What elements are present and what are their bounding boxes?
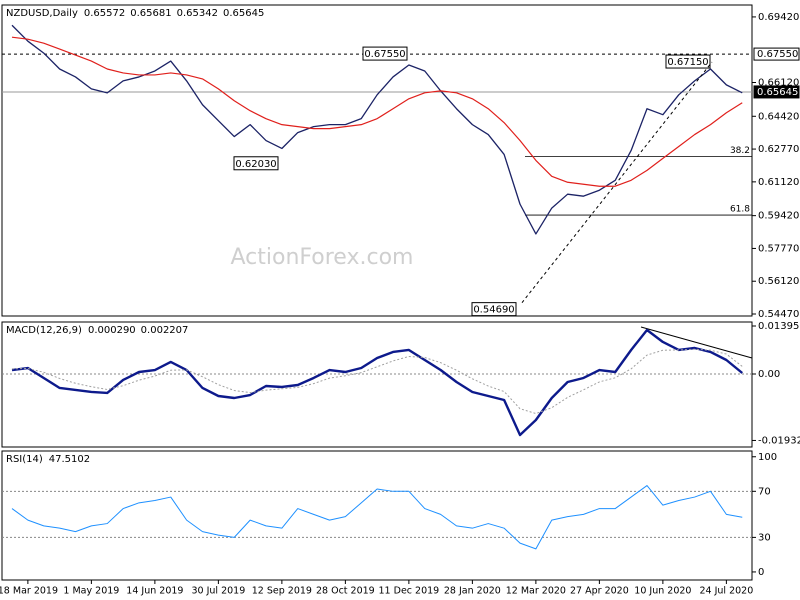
- panel-readout: 0.65342: [177, 8, 218, 19]
- x-tick-label: 1 May 2019: [63, 586, 119, 597]
- y-tick-label: 0.56120: [758, 276, 799, 287]
- x-tick-label: 28 Jan 2020: [444, 586, 501, 597]
- annotation-label: 0.62030: [235, 159, 276, 170]
- y-tick-label: 70: [758, 486, 771, 497]
- fib-label: 61.8: [730, 205, 750, 215]
- fib-label: 38.2: [730, 146, 750, 156]
- x-tick-label: 28 Oct 2019: [316, 586, 375, 597]
- x-tick-label: 24 Jul 2020: [699, 586, 753, 597]
- annotation-label: 0.54690: [473, 305, 514, 316]
- x-tick-label: 10 Jun 2020: [634, 586, 691, 597]
- y-tick-label: 0.64420: [758, 111, 799, 122]
- annotation-box: [665, 54, 711, 69]
- panel-readout: 0.65681: [130, 8, 171, 19]
- annotation-box: [362, 46, 408, 61]
- panel-readout: 0.000290: [88, 325, 136, 336]
- annotation-label: 0.67550: [364, 49, 405, 60]
- y-tick-label: 0.62770: [758, 144, 799, 155]
- annotation-box: [233, 156, 279, 171]
- panel-readout: 47.5102: [49, 454, 90, 465]
- x-tick-label: 18 Mar 2019: [0, 586, 58, 597]
- y-tick-label: 0.57770: [758, 243, 799, 254]
- x-tick-label: 27 Apr 2020: [570, 586, 629, 597]
- annotation-box: [471, 302, 517, 317]
- panel-frame: [1, 321, 753, 448]
- series-line: [11, 348, 743, 415]
- panel-frame: [1, 4, 753, 317]
- series-line: [11, 36, 743, 187]
- series-line: [11, 24, 743, 235]
- y-tick-label: 0.69420: [758, 12, 799, 23]
- x-tick-label: 12 Sep 2019: [252, 586, 312, 597]
- panel-title: MACD(12,26,9): [6, 325, 82, 336]
- y-tick-label: 100: [758, 452, 777, 463]
- y-tick-label: 0.66120: [758, 78, 799, 89]
- y-tick-label: 30: [758, 532, 771, 543]
- y-tick-label: 0.61120: [758, 177, 799, 188]
- panel-title: RSI(14): [6, 454, 43, 465]
- panel-frame: [1, 450, 753, 581]
- y-tick-label: 0: [758, 567, 764, 578]
- level-label: 0.65645: [757, 87, 798, 98]
- macd-trendline: [640, 326, 753, 359]
- watermark: ActionForex.com: [231, 245, 414, 270]
- level-box: [753, 85, 800, 99]
- panel-readout: 0.65572: [84, 8, 125, 19]
- level-label: 0.67550: [757, 49, 798, 60]
- panel-readout: 0.65645: [223, 8, 264, 19]
- panel-readout: 0.002207: [141, 325, 189, 336]
- y-tick-label: 0.54470: [758, 309, 799, 320]
- level-box: [753, 47, 800, 61]
- annotation-label: 0.67150: [667, 57, 708, 68]
- y-tick-label: 0.59420: [758, 211, 799, 222]
- x-tick-label: 30 Jul 2019: [191, 586, 245, 597]
- series-line: [11, 485, 743, 550]
- x-tick-label: 12 Mar 2020: [506, 586, 566, 597]
- y-tick-label: 0.013956: [758, 321, 800, 332]
- trendline: [521, 61, 713, 303]
- panel-title: NZDUSD,Daily: [6, 8, 78, 19]
- x-tick-label: 14 Jun 2019: [126, 586, 183, 597]
- y-tick-label: 0.00: [758, 369, 780, 380]
- series-line: [11, 328, 744, 437]
- y-tick-label: -0.019325: [758, 435, 800, 446]
- x-tick-label: 11 Dec 2019: [379, 586, 440, 597]
